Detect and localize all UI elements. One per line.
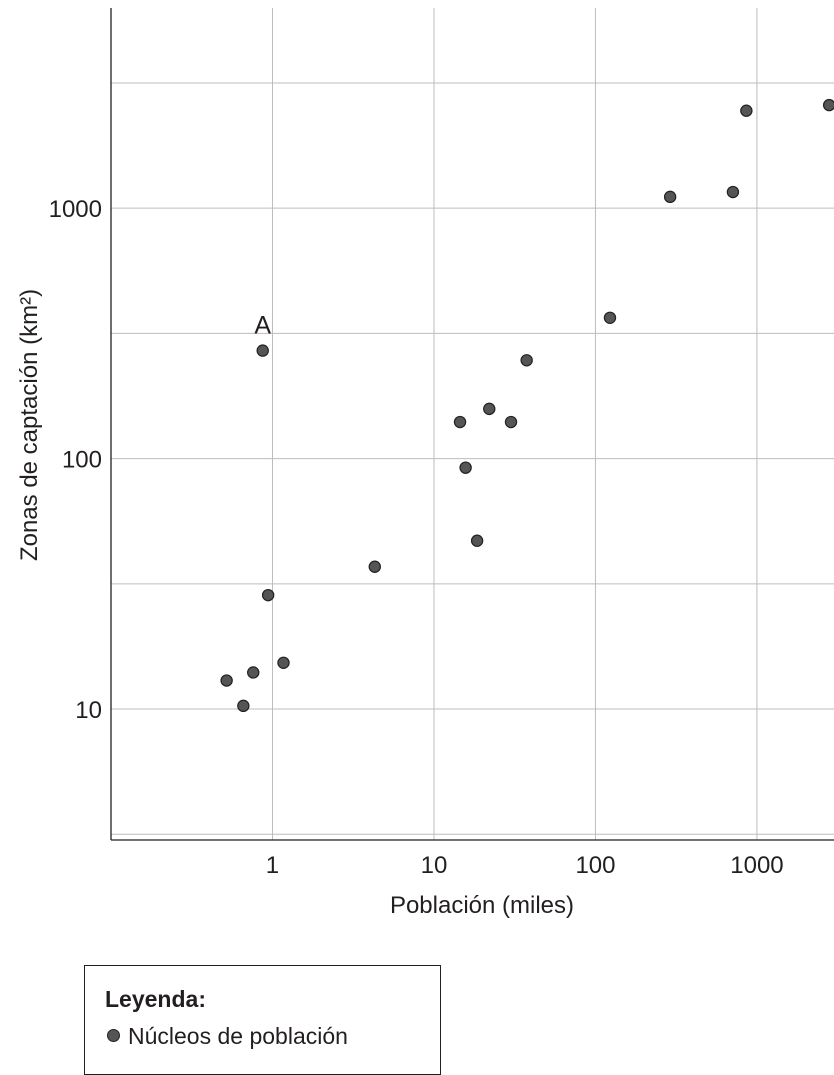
- legend: Leyenda: Núcleos de población: [84, 965, 441, 1075]
- y-tick-label: 10: [75, 697, 102, 724]
- legend-title: Leyenda:: [105, 986, 206, 1012]
- data-point: [256, 344, 269, 357]
- legend-item-population-centers: Núcleos de población: [107, 1023, 348, 1050]
- data-point: [520, 354, 533, 367]
- legend-marker-icon: [107, 1029, 120, 1042]
- data-point: [470, 534, 484, 547]
- grid-lines: [111, 8, 834, 840]
- x-tick-label: 1000: [730, 852, 783, 879]
- y-tick-label: 1000: [49, 196, 102, 223]
- y-axis-title: Zonas de captación (km²): [16, 289, 43, 561]
- data-point: [726, 185, 740, 199]
- data-points: [220, 98, 834, 713]
- x-axis-title: Población (miles): [390, 892, 574, 919]
- data-point: [822, 98, 834, 112]
- x-tick-label: 1: [266, 852, 279, 879]
- data-point: [453, 415, 467, 429]
- data-point: [368, 560, 381, 573]
- data-point: [277, 656, 290, 669]
- data-point: [261, 588, 275, 602]
- data-point: [220, 674, 233, 687]
- data-point: [247, 666, 260, 679]
- data-point: [483, 402, 496, 416]
- data-point: [740, 104, 753, 117]
- data-point: [504, 415, 518, 429]
- x-tick-label: 10: [421, 852, 448, 879]
- data-point: [237, 699, 250, 713]
- x-tick-label: 100: [575, 852, 615, 879]
- scatter-chart: 1 10 100 1000 10 100 1000 A Población (miles) Z…: [16, 8, 834, 919]
- legend-item-label: Núcleos de población: [128, 1023, 348, 1049]
- axes: [110, 8, 834, 841]
- y-tick-label: 100: [62, 447, 102, 474]
- data-point: [663, 190, 677, 204]
- data-point: [459, 461, 472, 474]
- tick-labels: 1 10 100 1000 10 100 1000 A: [49, 196, 784, 879]
- data-point: [603, 311, 617, 325]
- point-label: A: [254, 312, 271, 340]
